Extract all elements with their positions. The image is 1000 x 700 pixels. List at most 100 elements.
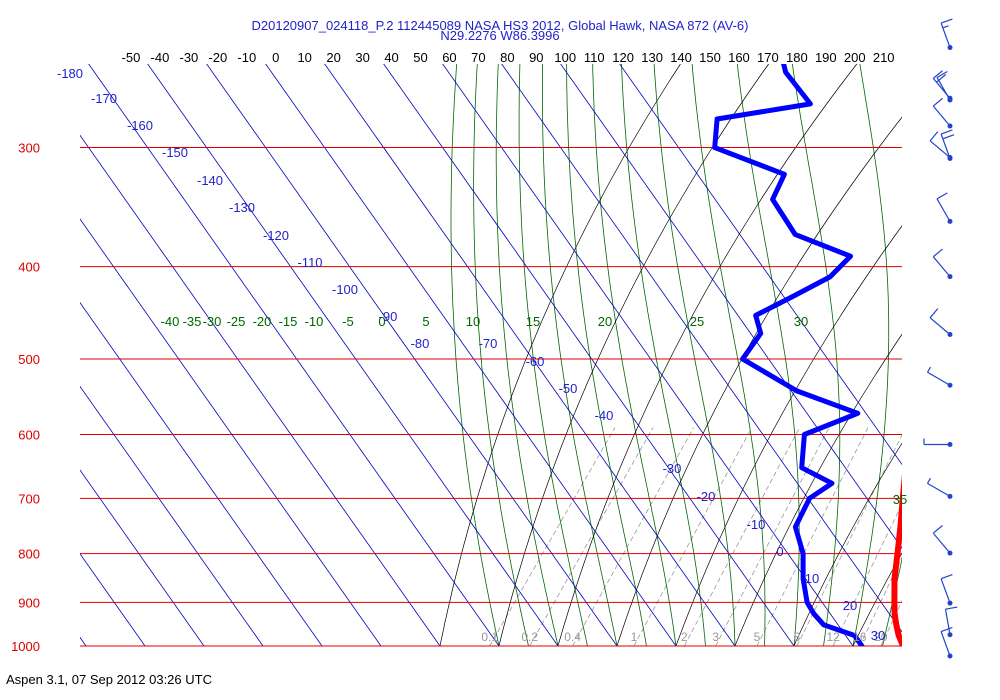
wind-barb-feather bbox=[932, 525, 943, 534]
isotherm-line bbox=[80, 302, 323, 646]
top-temperature-tick-label: 150 bbox=[699, 50, 721, 65]
wind-barb bbox=[940, 18, 953, 51]
theta-e-label: 35 bbox=[893, 492, 907, 507]
wind-barb-station bbox=[947, 442, 953, 448]
wind-barb-shaft bbox=[932, 256, 951, 278]
isotherm-line bbox=[80, 469, 205, 646]
wind-barb-feather bbox=[940, 129, 953, 135]
mixing-ratio-line bbox=[832, 503, 902, 646]
isotherm-label: -50 bbox=[559, 381, 578, 396]
moist-adiabat-line bbox=[592, 64, 677, 646]
top-temperature-tick-label: 70 bbox=[471, 50, 485, 65]
wind-barb-shaft bbox=[927, 482, 951, 497]
top-temperature-tick-label: 80 bbox=[500, 50, 514, 65]
mixing-ratio-label: 2 bbox=[681, 630, 688, 644]
moist-adiabat-line bbox=[971, 0, 1000, 646]
isotherm-label: -180 bbox=[57, 66, 83, 81]
wind-barb-feather bbox=[932, 70, 943, 79]
wind-barb-half-feather bbox=[942, 25, 949, 29]
top-temperature-tick-label: 110 bbox=[584, 50, 605, 65]
moist-adiabat-line bbox=[495, 64, 559, 646]
theta-e-label: -20 bbox=[253, 314, 272, 329]
theta-e-label: 25 bbox=[690, 314, 704, 329]
top-temperature-tick-label: 190 bbox=[815, 50, 837, 65]
isotherm-label: -70 bbox=[479, 336, 498, 351]
mixing-ratio-label: 0.2 bbox=[521, 630, 538, 644]
top-temperature-tick-label: 130 bbox=[641, 50, 663, 65]
mixing-ratio-label: 1 bbox=[631, 630, 638, 644]
mixing-ratio-label: 0.4 bbox=[564, 630, 581, 644]
top-temperature-tick-label: 170 bbox=[757, 50, 779, 65]
pressure-label: 400 bbox=[18, 260, 40, 275]
isotherm-label: -100 bbox=[332, 282, 358, 297]
wind-barb-half-feather bbox=[926, 477, 932, 484]
mixing-ratio-line bbox=[859, 556, 902, 646]
isotherm-label: 10 bbox=[805, 571, 819, 586]
wind-barb bbox=[926, 366, 953, 388]
isotherm-label: 20 bbox=[843, 598, 857, 613]
mixing-ratio-line bbox=[489, 427, 616, 646]
wind-barb-feather bbox=[945, 606, 958, 610]
isotherm-line bbox=[206, 64, 618, 646]
wind-barb-feather bbox=[940, 18, 953, 24]
mixing-ratio-line bbox=[684, 427, 800, 646]
isotherm-label: -140 bbox=[197, 173, 223, 188]
top-temperature-tick-label: -30 bbox=[180, 50, 199, 65]
top-temperature-tick-label: 50 bbox=[413, 50, 427, 65]
theta-e-label: -15 bbox=[279, 314, 298, 329]
top-temperature-tick-label: -10 bbox=[237, 50, 256, 65]
moist-adiabat-line bbox=[542, 64, 618, 646]
pressure-label: 500 bbox=[18, 352, 40, 367]
isotherm-line bbox=[383, 64, 795, 646]
top-temperature-tick-label: 160 bbox=[728, 50, 750, 65]
isotherm-label: 30 bbox=[871, 628, 885, 643]
top-temperature-tick-label: 40 bbox=[384, 50, 398, 65]
isotherm-line bbox=[560, 64, 902, 549]
mixing-ratio-label: 12 bbox=[827, 630, 841, 644]
pressure-label: 1000 bbox=[11, 639, 40, 654]
moist-adiabat-line bbox=[450, 64, 500, 646]
wind-barb bbox=[923, 438, 953, 448]
isotherm-label: -150 bbox=[162, 145, 188, 160]
wind-barb-shaft bbox=[927, 371, 951, 386]
wind-barb-station bbox=[947, 382, 953, 388]
top-temperature-tick-label: 30 bbox=[355, 50, 369, 65]
isotherm-line bbox=[324, 64, 736, 646]
theta-e-label: 20 bbox=[598, 314, 612, 329]
isotherm-line bbox=[88, 64, 500, 646]
isotherm-label: -160 bbox=[127, 118, 153, 133]
top-temperature-tick-label: 100 bbox=[554, 50, 576, 65]
moist-adiabat-line bbox=[473, 64, 529, 646]
moist-adiabat-line bbox=[791, 64, 841, 646]
theta-e-label: 5 bbox=[422, 314, 429, 329]
dry-adiabat-line bbox=[498, 64, 770, 646]
dry-adiabat-line bbox=[793, 442, 902, 646]
mixing-ratio-line bbox=[796, 434, 902, 646]
mixing-ratio-line bbox=[633, 427, 753, 646]
wind-barb-shaft bbox=[944, 609, 951, 635]
mixing-ratio-label: 20 bbox=[874, 630, 888, 644]
top-temperature-tick-label: 120 bbox=[612, 50, 634, 65]
isotherm-label: -30 bbox=[663, 461, 682, 476]
top-temperature-tick-label: 60 bbox=[442, 50, 456, 65]
isotherm-label: -120 bbox=[263, 228, 289, 243]
wind-barb-half-feather bbox=[926, 366, 932, 373]
top-temperature-tick-label: -50 bbox=[122, 50, 141, 65]
moist-adiabat-line bbox=[566, 64, 647, 646]
dry-adiabat-line bbox=[675, 225, 902, 646]
moist-adiabat-line bbox=[518, 64, 588, 646]
theta-e-label: -40 bbox=[161, 314, 180, 329]
isotherm-line bbox=[80, 385, 264, 646]
mixing-ratio-line bbox=[949, 428, 1000, 646]
dry-adiabat-line bbox=[912, 59, 1000, 647]
wind-barb-station bbox=[947, 274, 953, 280]
wind-barb-station bbox=[947, 123, 953, 129]
wind-barb-station bbox=[947, 653, 953, 659]
wind-barb-feather bbox=[940, 573, 953, 580]
wind-barb-feather bbox=[940, 626, 953, 633]
theta-e-label: -5 bbox=[342, 314, 354, 329]
mixing-ratio-line bbox=[715, 427, 830, 646]
mixing-ratio-line bbox=[529, 427, 654, 646]
wind-barb bbox=[929, 131, 953, 161]
